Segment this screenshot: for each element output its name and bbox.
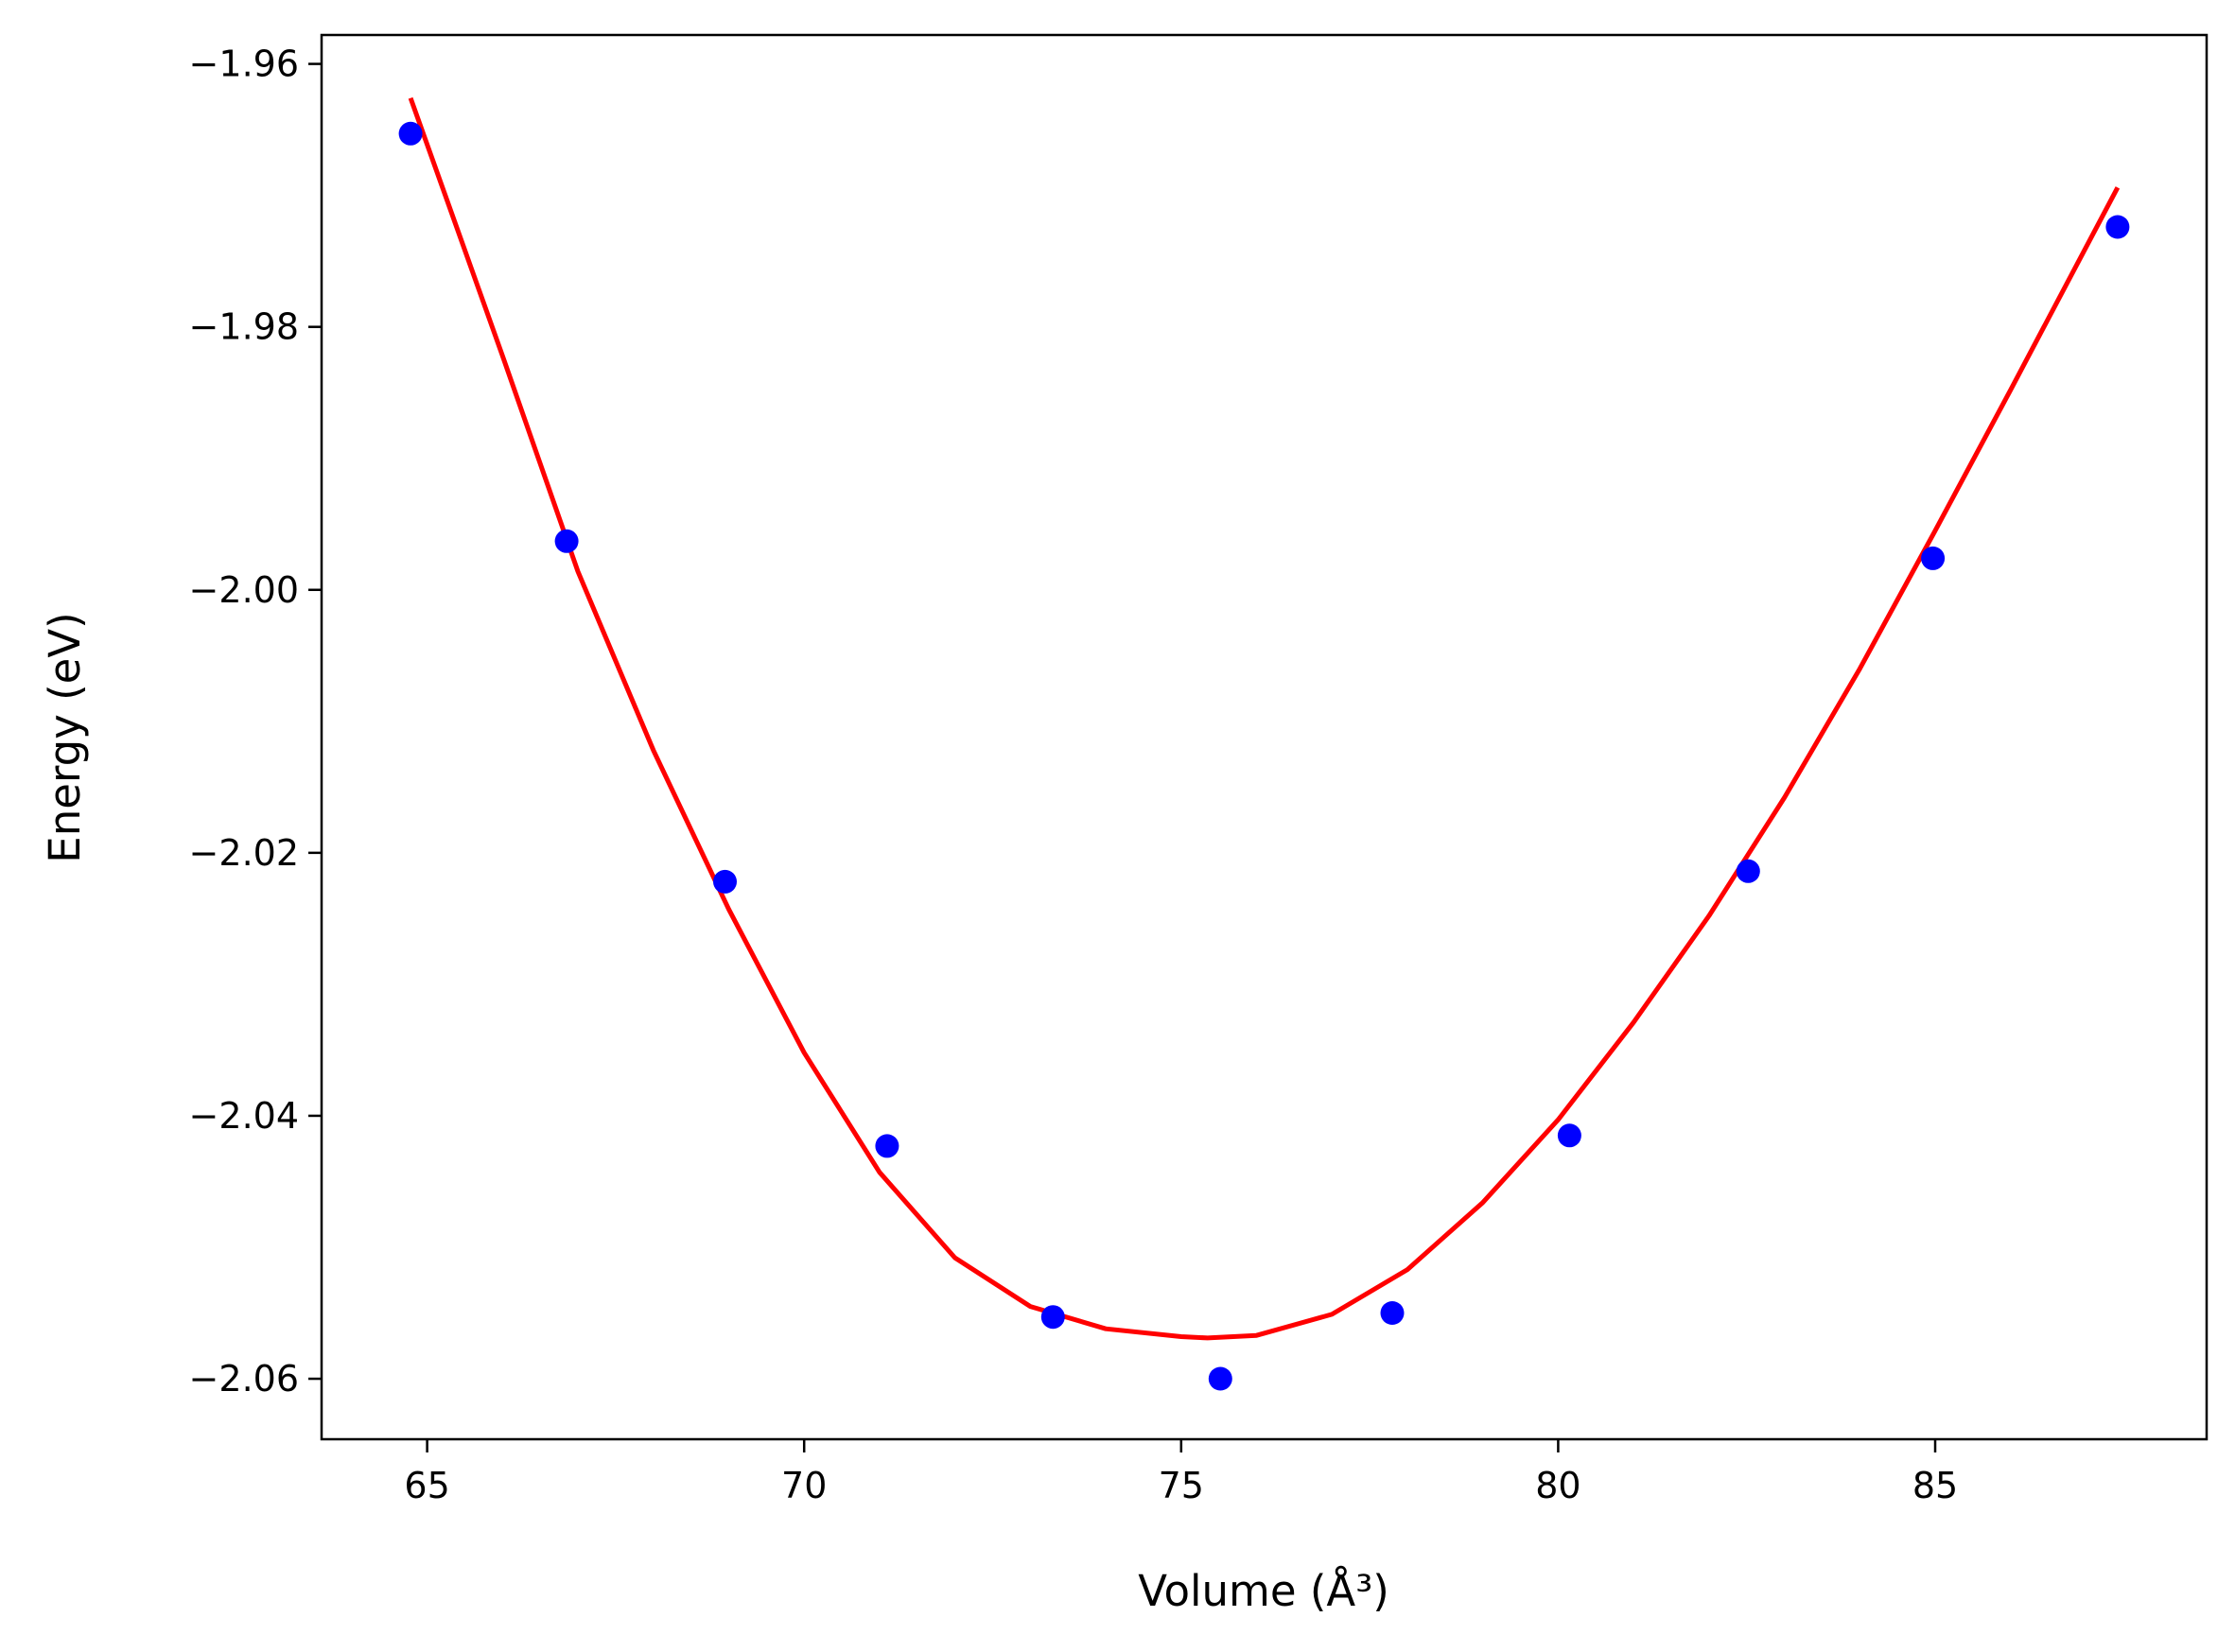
data-point [554, 529, 579, 553]
x-tick-label: 70 [781, 1465, 827, 1506]
data-point [1557, 1123, 1581, 1148]
y-tick-label: −2.02 [189, 832, 299, 874]
y-axis-ticks: −1.96 −1.98 −2.00 −2.02 −2.04 −2.06 [189, 43, 322, 1400]
plot-frame [320, 33, 2209, 1441]
data-point [1736, 859, 1760, 883]
data-point [1380, 1301, 1405, 1325]
data-point [2105, 215, 2130, 239]
data-point [875, 1134, 899, 1158]
y-tick-label: −1.98 [189, 306, 299, 348]
x-tick-label: 85 [1912, 1465, 1958, 1506]
y-tick-label: −1.96 [189, 43, 299, 85]
x-tick-label: 65 [404, 1465, 449, 1506]
y-tick-label: −2.04 [189, 1095, 299, 1137]
x-axis-ticks: 65 70 75 80 85 [404, 1439, 1958, 1506]
plot-area [322, 35, 2207, 1439]
data-points-layer [398, 121, 2130, 1391]
data-point [1040, 1305, 1065, 1330]
data-point [398, 121, 423, 146]
y-axis-label: Energy (eV) [40, 612, 90, 862]
y-tick-label: −2.06 [189, 1358, 299, 1400]
data-point [1921, 546, 1946, 570]
y-tick-label: −2.00 [189, 569, 299, 611]
data-point [713, 869, 737, 894]
data-point [1208, 1366, 1232, 1391]
x-tick-label: 80 [1535, 1465, 1580, 1506]
x-axis-label: Volume (Å³) [1138, 1566, 1389, 1616]
x-tick-label: 75 [1159, 1465, 1204, 1506]
